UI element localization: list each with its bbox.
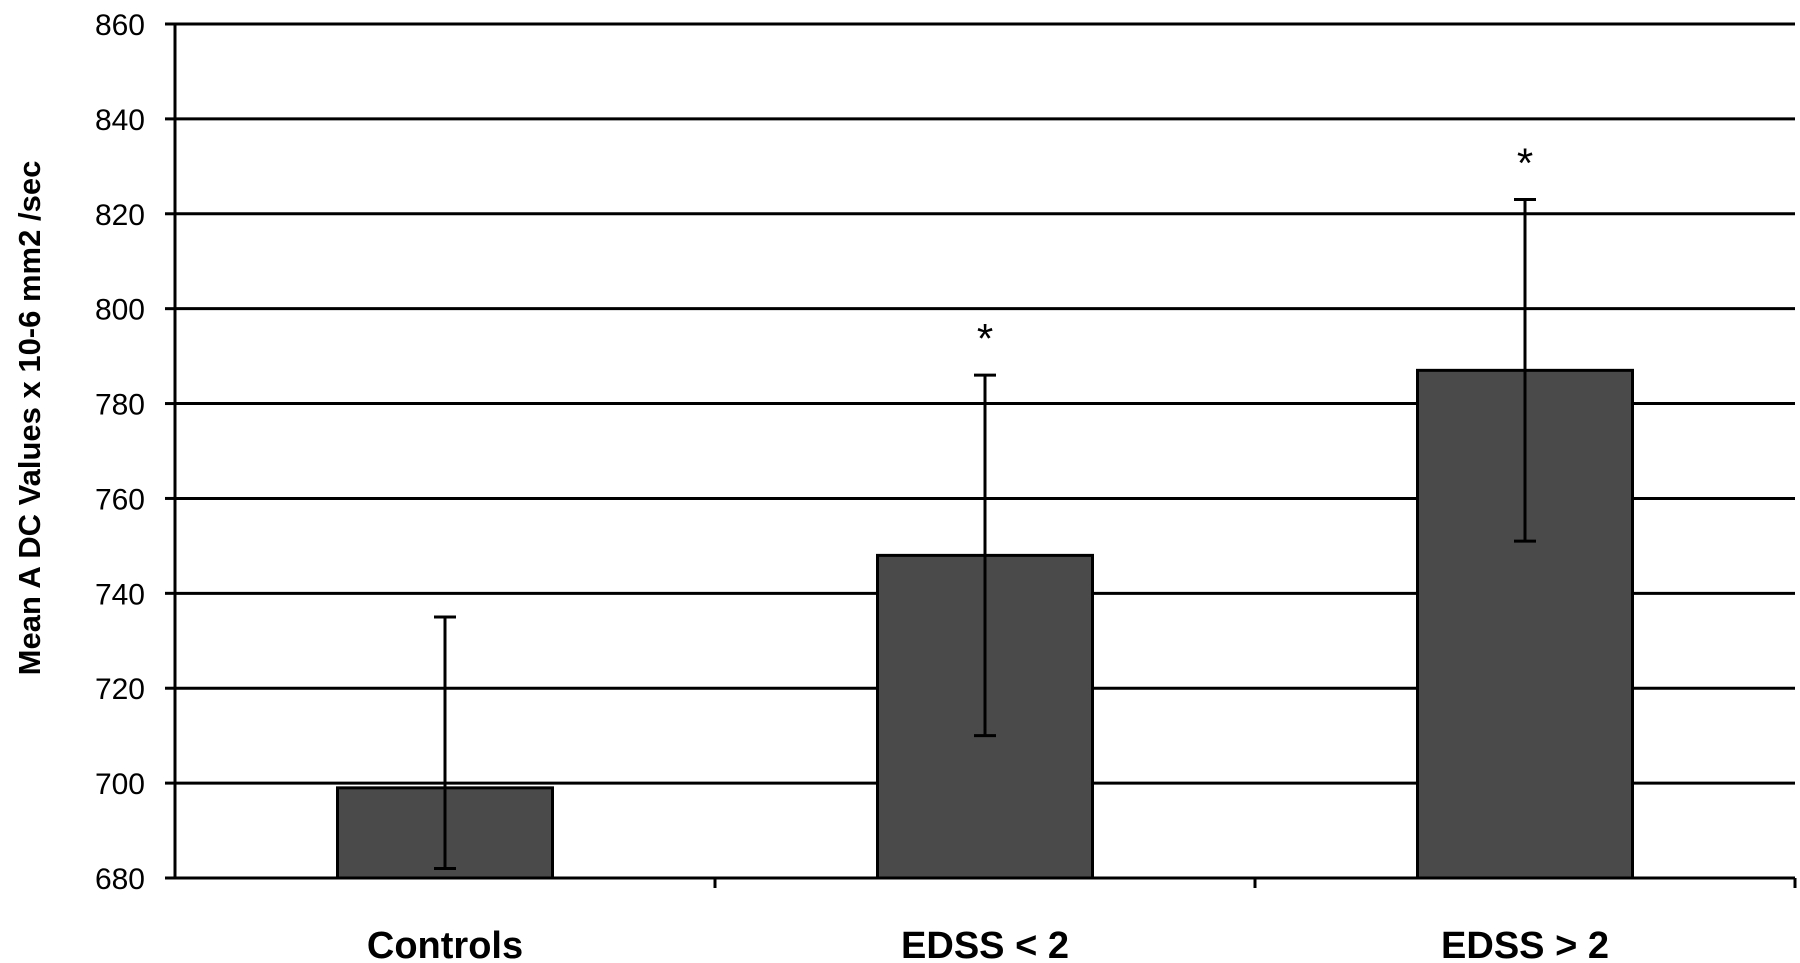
x-category-labels: Controls EDSS < 2 EDSS > 2 — [367, 925, 1609, 963]
y-axis-title: Mean A DC Values x 10-6 mm2 /sec — [12, 161, 47, 676]
y-tick-label: 740 — [95, 578, 145, 611]
x-category-label: EDSS < 2 — [901, 925, 1069, 963]
x-category-label: Controls — [367, 925, 523, 963]
y-tick-label: 840 — [95, 104, 145, 137]
significance-markers: ** — [977, 140, 1533, 363]
y-tick-label: 860 — [95, 9, 145, 42]
axes — [165, 22, 1797, 888]
significance-star: * — [1517, 140, 1533, 187]
y-tick-label: 820 — [95, 199, 145, 232]
error-bars — [434, 198, 1536, 871]
y-tick-label: 700 — [95, 768, 145, 801]
y-tick-label: 780 — [95, 389, 145, 422]
y-tick-labels: 680 700 720 740 760 780 800 820 840 860 — [95, 9, 145, 896]
y-tick-label: 760 — [95, 483, 145, 516]
significance-star: * — [977, 315, 993, 362]
y-tick-label: 680 — [95, 863, 145, 896]
y-tick-label: 720 — [95, 673, 145, 706]
y-tick-label: 800 — [95, 294, 145, 327]
x-category-label: EDSS > 2 — [1441, 925, 1609, 963]
